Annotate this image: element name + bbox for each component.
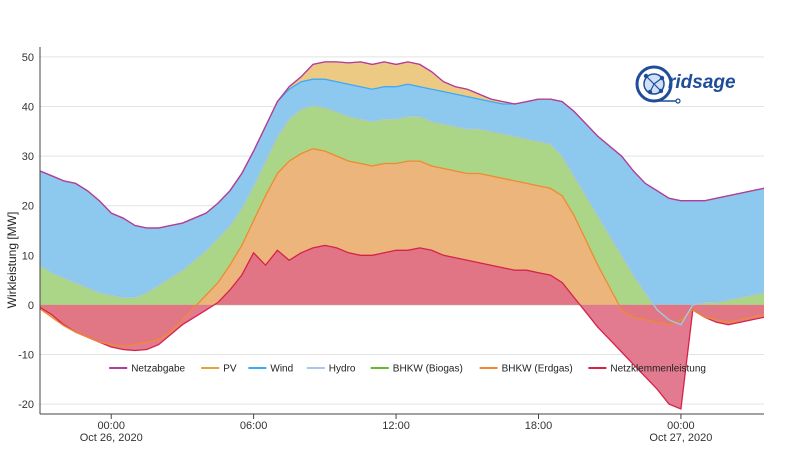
y-tick-label: 10 — [22, 250, 34, 262]
legend-item-netzabgabe[interactable]: Netzabgabe — [109, 364, 186, 375]
gridsage-logo: ridsage — [635, 65, 736, 104]
series-lines — [39, 61, 765, 410]
x-tick-date: Oct 26, 2020 — [80, 432, 143, 444]
legend-item-bhkw-erdgas-[interactable]: BHKW (Erdgas) — [479, 364, 573, 375]
y-tick-label: 50 — [22, 52, 34, 64]
x-tick-date: Oct 27, 2020 — [649, 432, 712, 444]
y-tick-label: 40 — [22, 102, 34, 114]
line-netzabgabe — [39, 61, 765, 229]
legend-label: BHKW (Erdgas) — [502, 364, 573, 375]
legend-label: Wind — [270, 364, 293, 375]
x-tick-label: 00:00 — [667, 420, 695, 432]
y-tick-label: 30 — [22, 151, 34, 163]
legend-label: Netzklemmenleistung — [610, 364, 706, 375]
y-tick-label: -20 — [18, 399, 34, 411]
legend-label: BHKW (Biogas) — [393, 364, 463, 375]
legend-item-wind[interactable]: Wind — [248, 364, 293, 375]
y-tick-label: 0 — [28, 300, 34, 312]
legend-label: Netzabgabe — [131, 364, 185, 375]
line-netzklemmenleistung — [39, 244, 765, 410]
y-axis-ticks: 50 40 30 20 10 0 -10 -20 — [18, 52, 34, 411]
x-tick-label: 00:00 — [97, 420, 125, 432]
x-tick-label: 12:00 — [382, 420, 410, 432]
legend-item-pv[interactable]: PV — [201, 364, 237, 375]
axes — [39, 47, 764, 415]
y-axis-label: Wirkleistung [MW] — [5, 212, 19, 309]
x-tick-label: 18:00 — [525, 420, 553, 432]
legend-item-bhkw-biogas-[interactable]: BHKW (Biogas) — [370, 364, 463, 375]
legend-item-netzklemmenleistung[interactable]: Netzklemmenleistung — [588, 364, 706, 375]
legend[interactable]: Netzabgabe PV Wind Hydro BHKW (Biogas) BHKW (… — [109, 364, 706, 375]
area-bhkw-erdgas- — [40, 148, 764, 347]
y-tick-label: 20 — [22, 201, 34, 213]
plot-areas — [40, 61, 764, 409]
legend-item-hydro[interactable]: Hydro — [306, 364, 356, 375]
y-tick-label: -10 — [18, 349, 34, 361]
area-netzklemmenleistung — [40, 245, 764, 409]
legend-label: PV — [223, 364, 237, 375]
line-hydro — [39, 104, 765, 326]
line-bhkw-erdgas- — [39, 148, 765, 347]
legend-label: Hydro — [329, 364, 356, 375]
logo-wordmark: ridsage — [668, 72, 736, 93]
x-tick-label: 06:00 — [240, 420, 268, 432]
